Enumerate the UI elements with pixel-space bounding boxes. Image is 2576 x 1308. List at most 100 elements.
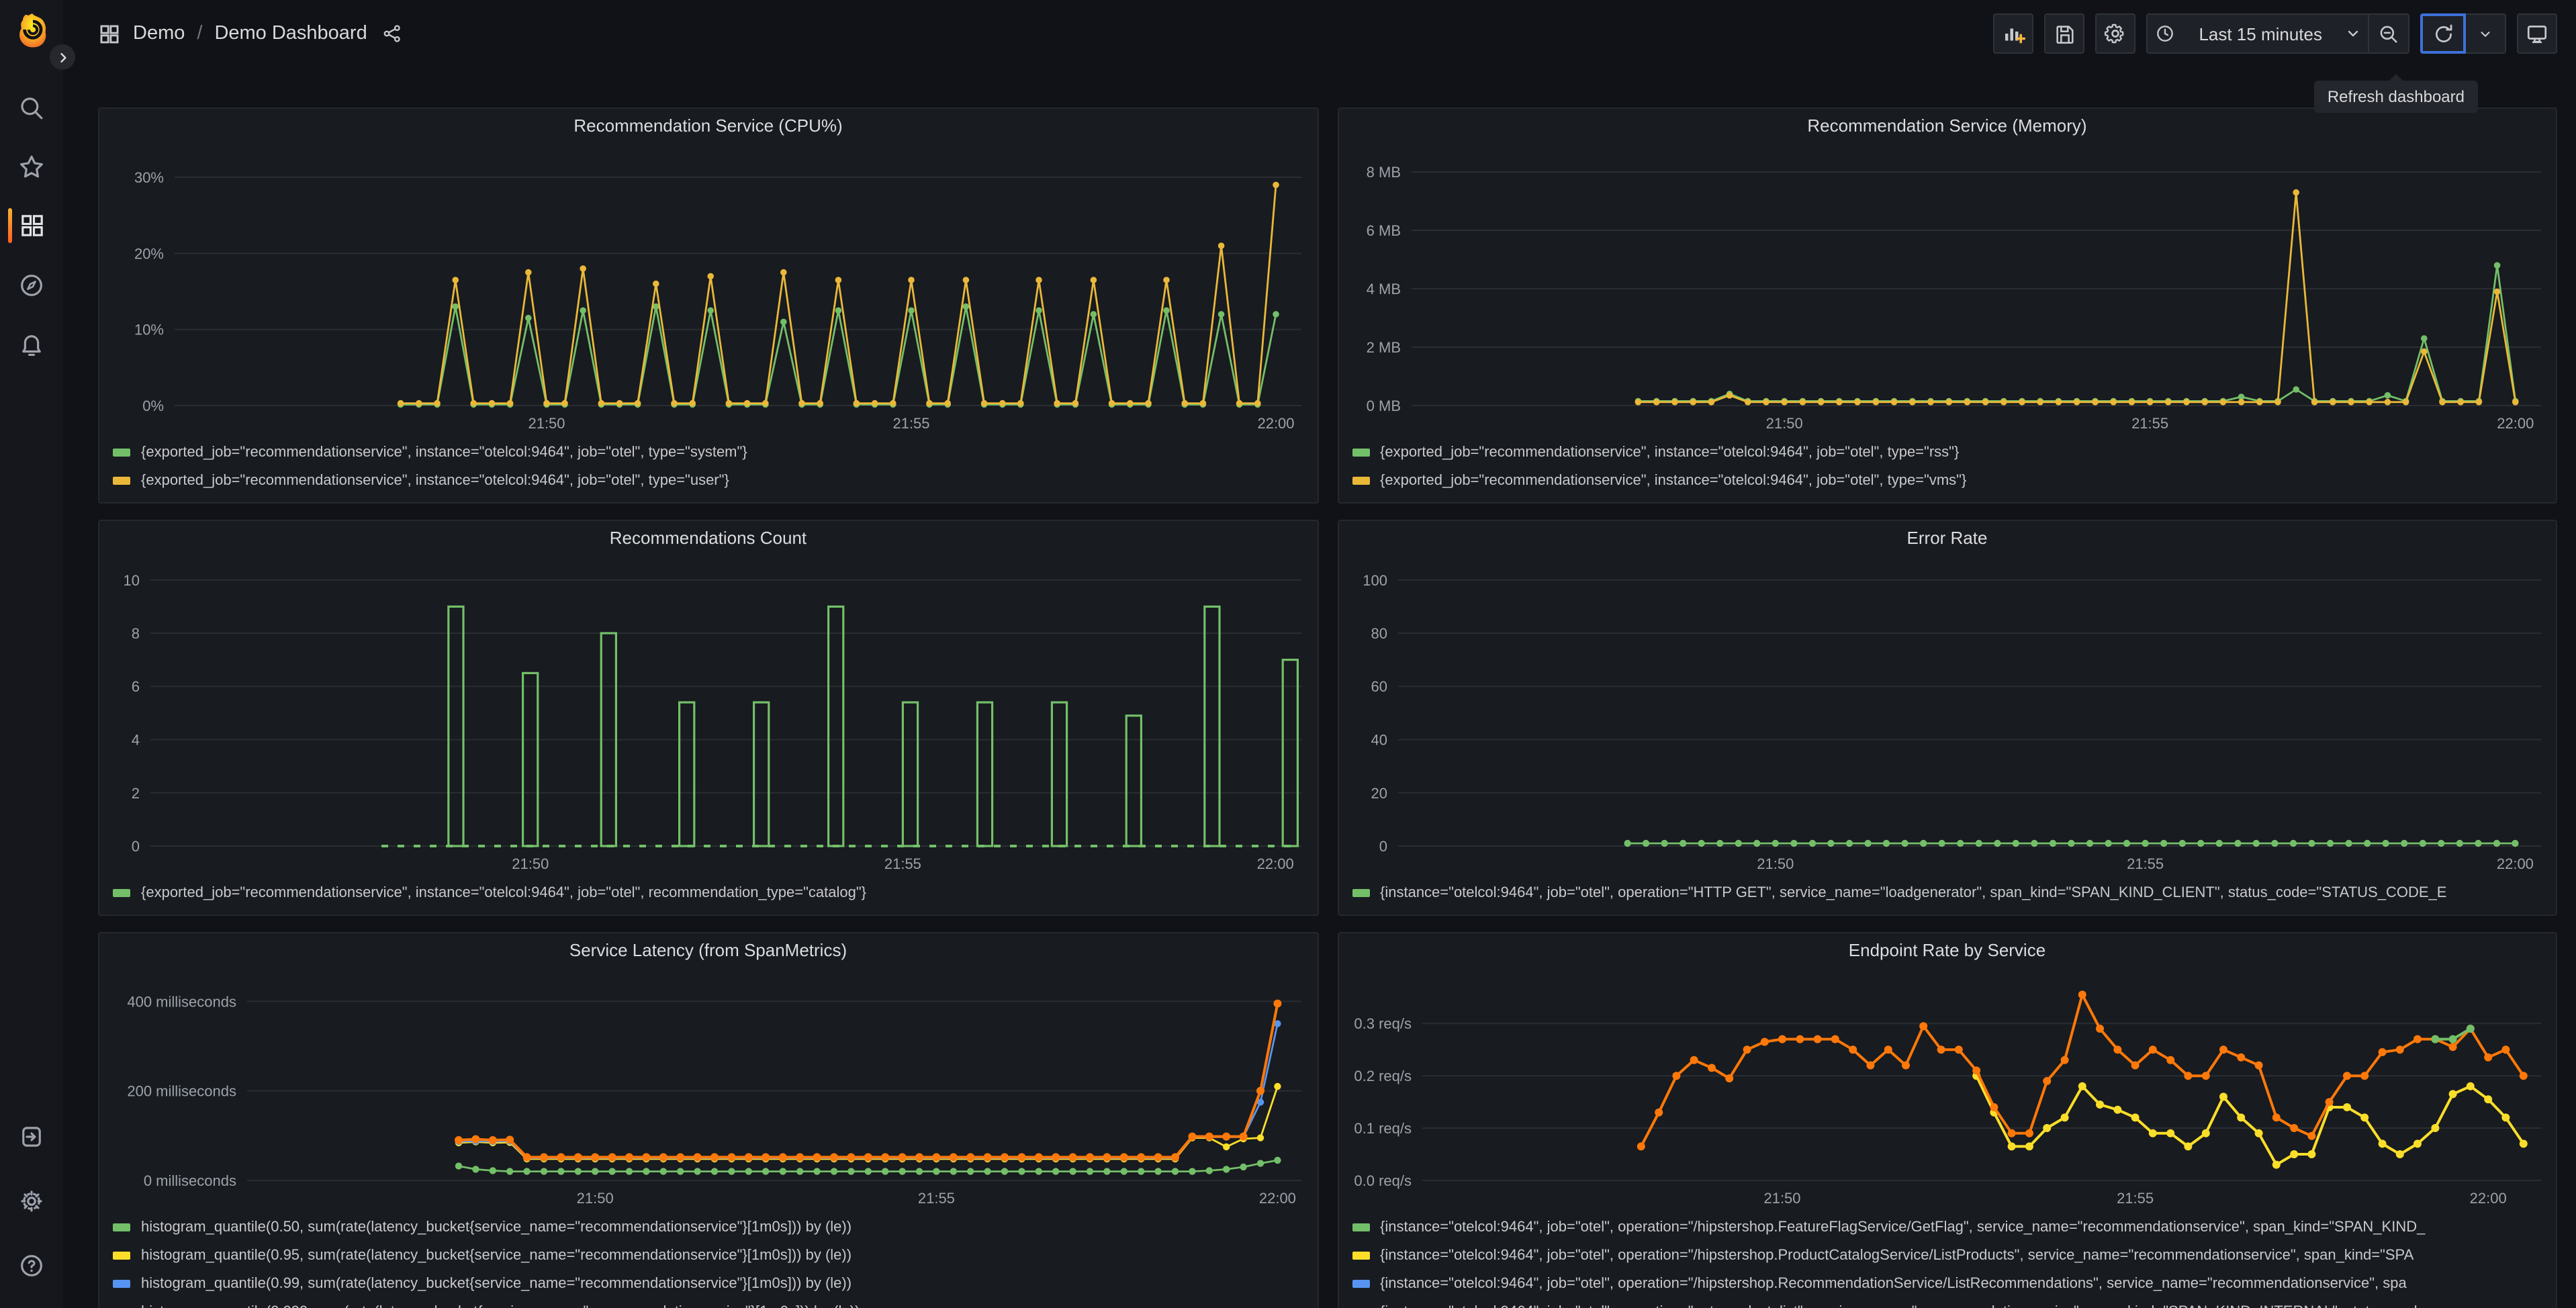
svg-text:22:00: 22:00 (2496, 855, 2533, 872)
legend-label: histogram_quantile(0.50, sum(rate(latenc… (141, 1219, 852, 1235)
dashboard-settings-button[interactable] (2095, 13, 2136, 54)
panel-legend: {exported_job="recommendationservice", i… (1338, 435, 2556, 502)
legend-color-swatch (1352, 1279, 1369, 1287)
legend-item[interactable]: {instance="otelcol:9464", job="otel", op… (1352, 1297, 2542, 1308)
legend-color-swatch (1352, 476, 1369, 484)
legend-label: {exported_job="recommendationservice", i… (141, 472, 729, 488)
sidebar-item-alerting[interactable] (0, 317, 63, 371)
legend-item[interactable]: histogram_quantile(0.999, sum(rate(laten… (113, 1297, 1303, 1308)
legend-item[interactable]: {exported_job="recommendationservice", i… (113, 878, 1303, 906)
legend-item[interactable]: {exported_job="recommendationservice", i… (1352, 466, 2542, 494)
legend-color-swatch (113, 1279, 130, 1287)
sidebar-item-help[interactable] (0, 1238, 63, 1292)
sign-in-icon (22, 1126, 41, 1146)
legend-item[interactable]: {exported_job="recommendationservice", i… (113, 466, 1303, 494)
legend-item[interactable]: {instance="otelcol:9464", job="otel", op… (1352, 1213, 2542, 1241)
memory-chart[interactable]: 0 MB 2 MB 4 MB 6 MB 8 MB 21:50 21:55 22:00 (1338, 144, 2556, 435)
cpu-chart[interactable]: 0% 10% 20% 30% 21:50 21:55 22:00 (99, 144, 1317, 435)
bell-icon (22, 334, 41, 355)
panel-service-latency: Service Latency (from SpanMetrics) 0 mil… (98, 932, 1318, 1308)
service-latency-chart[interactable]: 0 milliseconds 200 milliseconds 400 millis… (99, 968, 1317, 1210)
recommendations-count-chart[interactable]: 0 2 4 6 8 10 21:50 21:55 22:00 (99, 556, 1317, 876)
zoom-out-time-button[interactable] (2369, 13, 2409, 54)
panel-title[interactable]: Recommendation Service (Memory) (1807, 115, 2087, 136)
svg-text:0: 0 (1379, 838, 1387, 855)
legend-item[interactable]: {exported_job="recommendationservice", i… (1352, 438, 2542, 466)
panel-title[interactable]: Recommendations Count (609, 528, 807, 548)
cycle-view-mode-button[interactable] (2517, 13, 2557, 54)
sidebar-item-search[interactable] (0, 81, 63, 134)
save-dashboard-button[interactable] (2044, 13, 2085, 54)
svg-text:0.0 req/s: 0.0 req/s (1353, 1172, 1411, 1189)
svg-text:21:55: 21:55 (2126, 855, 2163, 872)
svg-text:22:00: 22:00 (1257, 415, 1294, 432)
svg-text:2 MB: 2 MB (1366, 339, 1400, 356)
compass-icon (21, 274, 42, 295)
svg-text:80: 80 (1371, 625, 1387, 642)
svg-text:22:00: 22:00 (2496, 415, 2533, 432)
legend-item[interactable]: {exported_job="recommendationservice", i… (113, 438, 1303, 466)
svg-text:22:00: 22:00 (1257, 855, 1294, 872)
legend-item[interactable]: histogram_quantile(0.95, sum(rate(latenc… (113, 1241, 1303, 1269)
legend-item[interactable]: {instance="otelcol:9464", job="otel", op… (1352, 1241, 2542, 1269)
legend-item[interactable]: histogram_quantile(0.50, sum(rate(latenc… (113, 1213, 1303, 1241)
nav-toolbar: Last 15 minutes (1993, 13, 2576, 54)
sidebar (0, 0, 75, 1308)
svg-text:21:50: 21:50 (1756, 855, 1793, 872)
refresh-tooltip: Refresh dashboard (2313, 74, 2478, 113)
sidebar-item-explore[interactable] (0, 258, 63, 312)
svg-text:0 MB: 0 MB (1366, 398, 1400, 414)
panel-title[interactable]: Endpoint Rate by Service (1848, 940, 2046, 960)
chevron-down-icon (2481, 31, 2490, 36)
breadcrumb-root[interactable]: Demo (133, 23, 185, 44)
svg-text:20: 20 (1371, 785, 1387, 802)
endpoint-rate-chart[interactable]: 0.0 req/s 0.1 req/s 0.2 req/s 0.3 req/s 21:5… (1338, 968, 2556, 1210)
error-rate-chart[interactable]: 0 20 40 60 80 100 21:50 21:55 22:00 (1338, 556, 2556, 876)
breadcrumb-current[interactable]: Demo Dashboard (214, 23, 367, 44)
panel-title[interactable]: Service Latency (from SpanMetrics) (569, 940, 847, 960)
legend-color-swatch (113, 1223, 130, 1231)
panel-legend: {instance="otelcol:9464", job="otel", op… (1338, 1210, 2556, 1308)
refresh-dashboard-button[interactable] (2420, 13, 2466, 54)
legend-color-swatch (113, 888, 130, 896)
legend-item[interactable]: {instance="otelcol:9464", job="otel", op… (1352, 878, 2542, 906)
panel-error-rate: Error Rate 0 20 40 60 80 100 21:50 21:55 22:00 {… (1337, 520, 2557, 916)
legend-label: {exported_job="recommendationservice", i… (1380, 472, 1967, 488)
time-range-picker[interactable]: Last 15 minutes (2146, 13, 2369, 54)
sidebar-item-dashboards[interactable] (0, 199, 63, 252)
svg-text:21:50: 21:50 (1763, 1190, 1800, 1207)
dashboard-grid: Recommendation Service (CPU%) 0% 10% 20% 30… (63, 67, 2576, 1308)
sidebar-item-starred[interactable] (0, 140, 63, 193)
time-range-label: Last 15 minutes (2199, 24, 2322, 44)
panel-recommendation-cpu: Recommendation Service (CPU%) 0% 10% 20% 30… (98, 107, 1318, 504)
svg-text:21:55: 21:55 (2131, 415, 2168, 432)
legend-color-swatch (1352, 888, 1369, 896)
grafana-logo-icon[interactable] (12, 11, 52, 51)
sidebar-expand-button[interactable] (50, 44, 75, 70)
apps-grid-icon[interactable] (98, 22, 121, 45)
legend-item[interactable]: {instance="otelcol:9464", job="otel", op… (1352, 1269, 2542, 1297)
panel-title[interactable]: Recommendation Service (CPU%) (573, 115, 843, 136)
panel-title[interactable]: Error Rate (1906, 528, 1988, 548)
svg-text:21:55: 21:55 (884, 855, 921, 872)
refresh-interval-dropdown[interactable] (2466, 13, 2506, 54)
share-icon[interactable] (382, 23, 404, 44)
save-icon (2056, 25, 2074, 44)
add-panel-button[interactable] (1993, 13, 2034, 54)
svg-text:21:50: 21:50 (577, 1190, 614, 1207)
legend-color-swatch (113, 476, 130, 484)
svg-text:0: 0 (132, 838, 140, 855)
svg-text:10: 10 (124, 572, 140, 589)
clock-icon (2157, 26, 2174, 42)
legend-item[interactable]: histogram_quantile(0.99, sum(rate(latenc… (113, 1269, 1303, 1297)
time-picker-group: Last 15 minutes (2146, 13, 2409, 54)
legend-color-swatch (113, 1251, 130, 1259)
panel-legend: {exported_job="recommendationservice", i… (99, 435, 1317, 502)
zoom-out-icon (2380, 25, 2397, 42)
sidebar-item-configuration[interactable] (0, 1174, 63, 1227)
panel-legend: {instance="otelcol:9464", job="otel", op… (1338, 876, 2556, 915)
star-icon (20, 154, 43, 177)
legend-label: {exported_job="recommendationservice", i… (141, 884, 867, 900)
legend-color-swatch (1352, 1223, 1369, 1231)
sidebar-item-sign-in[interactable] (0, 1109, 63, 1163)
